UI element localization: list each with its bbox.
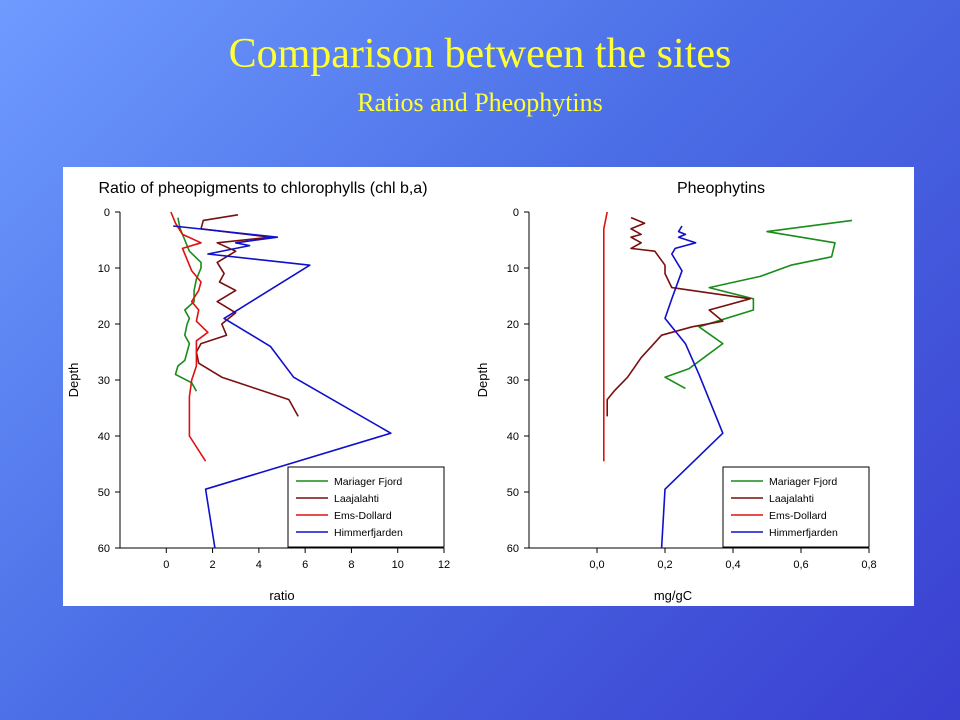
y-tick-label: 30 <box>98 375 110 387</box>
legend-entry: Laajalahti <box>334 493 379 505</box>
y-tick-label: 10 <box>507 263 519 275</box>
legend: Mariager Fjord Laajalahti Ems-Dollard Himme… <box>722 466 870 548</box>
chart-2: Pheophytins 0 10 20 30 40 50 60 0,0 0,2 0,4 0,6 0,8 m… <box>475 180 877 603</box>
series-line-mariager-fjord <box>174 217 202 392</box>
y-tick-label: 10 <box>98 263 110 275</box>
x-tick-label: 4 <box>256 559 262 571</box>
legend-entry: Ems-Dollard <box>334 510 392 522</box>
chart-title: Ratio of pheopigments to chlorophylls (c… <box>98 180 427 197</box>
series-line-laajalahti <box>606 216 751 417</box>
legend-entry: Ems-Dollard <box>769 510 827 522</box>
x-axis-label: mg/gC <box>654 588 692 603</box>
x-tick-label: 0,2 <box>657 559 672 571</box>
x-tick-label: 0,8 <box>861 559 876 571</box>
y-axis-label: Depth <box>66 363 81 398</box>
slide-subtitle: Ratios and Pheophytins <box>357 88 603 117</box>
chart-1: Ratio of pheopigments to chlorophylls (c… <box>66 180 450 603</box>
x-tick-label: 8 <box>348 559 354 571</box>
chart-title: Pheophytins <box>677 180 765 197</box>
series-line-ems-dollard <box>602 211 608 462</box>
legend-entry: Mariager Fjord <box>769 476 837 488</box>
y-tick-label: 40 <box>98 431 110 443</box>
x-tick-label: 0 <box>163 559 169 571</box>
y-axis-label: Depth <box>475 363 490 398</box>
y-tick-label: 60 <box>98 543 110 555</box>
series-line-mariager-fjord <box>664 219 853 390</box>
legend-entry: Laajalahti <box>769 493 814 505</box>
y-tick-label: 50 <box>98 487 110 499</box>
legend-entry: Himmerfjarden <box>334 527 403 539</box>
legend-entry: Himmerfjarden <box>769 527 838 539</box>
y-tick-label: 0 <box>104 207 110 219</box>
y-tick-label: 60 <box>507 543 519 555</box>
x-axis-label: ratio <box>269 588 294 603</box>
y-tick-label: 40 <box>507 431 519 443</box>
x-tick-label: 6 <box>302 559 308 571</box>
series-line-himmerfjarden <box>173 225 392 549</box>
figure-panel: Ratio of pheopigments to chlorophylls (c… <box>63 167 914 606</box>
x-tick-label: 0,6 <box>793 559 808 571</box>
legend: Mariager Fjord Laajalahti Ems-Dollard Himme… <box>287 466 445 548</box>
slide-title: Comparison between the sites <box>228 31 732 77</box>
y-tick-label: 50 <box>507 487 519 499</box>
legend-entry: Mariager Fjord <box>334 476 402 488</box>
y-tick-label: 30 <box>507 375 519 387</box>
x-tick-label: 2 <box>210 559 216 571</box>
x-tick-label: 12 <box>438 559 450 571</box>
y-tick-label: 20 <box>507 319 519 331</box>
x-tick-label: 0,4 <box>725 559 740 571</box>
series-line-himmerfjarden <box>660 225 724 549</box>
x-tick-label: 10 <box>392 559 404 571</box>
x-tick-label: 0,0 <box>589 559 604 571</box>
y-tick-label: 0 <box>513 207 519 219</box>
y-tick-label: 20 <box>98 319 110 331</box>
series-line-laajalahti <box>195 214 299 417</box>
series-line-ems-dollard <box>170 211 209 462</box>
charts-canvas: Ratio of pheopigments to chlorophylls (c… <box>66 180 877 603</box>
